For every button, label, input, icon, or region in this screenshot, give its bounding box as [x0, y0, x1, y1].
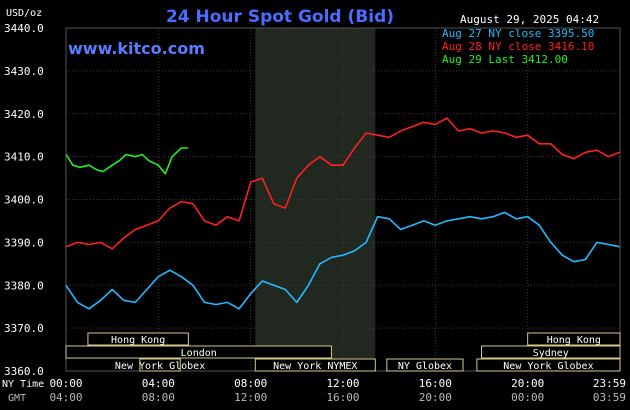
y-tick-label: 3370.0	[4, 322, 44, 335]
x-tick-label-ny: 16:00	[419, 377, 452, 390]
x-tick-label-ny: 20:00	[511, 377, 544, 390]
x-tick-label-gmt: 08:00	[142, 391, 175, 404]
legend-entry-aug-27: Aug 27 NY close 3395.50	[442, 27, 594, 40]
x-tick-label-gmt: 12:00	[234, 391, 267, 404]
legend-entry-aug-28: Aug 28 NY close 3416.10	[442, 40, 594, 53]
series-line-2	[65, 147, 189, 175]
x-tick-label-ny: 12:00	[326, 377, 359, 390]
x-tick-label-gmt: 16:00	[326, 391, 359, 404]
y-tick-label: 3440.0	[4, 22, 44, 35]
y-tick-label: 3360.0	[4, 365, 44, 378]
market-label: NY Globex	[398, 361, 452, 372]
market-label: Hong Kong	[547, 335, 601, 346]
market-label: New York Globex	[503, 361, 593, 372]
market-bar-new-york-nymex: New York NYMEX	[254, 358, 376, 372]
legend-entry-aug-29: Aug 29 Last 3412.00	[442, 53, 568, 66]
market-bar-sydney: Sydney	[481, 345, 621, 359]
chart-title: 24 Hour Spot Gold (Bid)	[166, 7, 394, 27]
market-bar-hong-kong-1: Hong Kong	[87, 332, 189, 346]
y-tick-label: 3400.0	[4, 194, 44, 207]
market-bar-new-york-globex-1: New York Globex	[115, 358, 205, 372]
y-axis-label: USD/oz	[6, 8, 42, 19]
market-bar-ny-globex: NY Globex	[386, 358, 464, 372]
y-tick-label: 3420.0	[4, 108, 44, 121]
site-watermark[interactable]: www.kitco.com	[68, 39, 205, 58]
x-tick-label-ny: 23:59	[593, 377, 626, 390]
y-tick-label: 3430.0	[4, 65, 44, 78]
market-label: London	[181, 348, 217, 359]
x-tick-label-ny: 08:00	[234, 377, 267, 390]
x-tick-label-ny: 04:00	[142, 377, 175, 390]
market-label: New York NYMEX	[273, 361, 357, 372]
chart-legend: Aug 27 NY close 3395.50 Aug 28 NY close …	[442, 27, 594, 66]
market-bar-london: London	[65, 345, 332, 359]
x-tick-label-gmt: 00:00	[511, 391, 544, 404]
market-bar-hong-kong-2: Hong Kong	[527, 332, 621, 346]
y-tick-label: 3380.0	[4, 279, 44, 292]
market-label: New York Globex	[115, 361, 205, 372]
series-line-0	[65, 211, 620, 310]
x-axis-row-label-ny: NY Time	[2, 379, 44, 390]
y-tick-label: 3410.0	[4, 151, 44, 164]
market-bar-new-york-globex-2: New York Globex	[476, 358, 621, 372]
series-line-1	[65, 117, 620, 250]
x-tick-label-ny: 00:00	[49, 377, 82, 390]
market-label: Sydney	[533, 348, 569, 359]
x-tick-label-gmt: 20:00	[419, 391, 452, 404]
market-label: Hong Kong	[111, 335, 165, 346]
x-tick-label-gmt: 03:59	[593, 391, 626, 404]
chart-date: August 29, 2025 04:42	[460, 13, 599, 26]
x-tick-label-gmt: 04:00	[49, 391, 82, 404]
x-axis-row-label-gmt: GMT	[8, 393, 26, 404]
y-tick-label: 3390.0	[4, 236, 44, 249]
